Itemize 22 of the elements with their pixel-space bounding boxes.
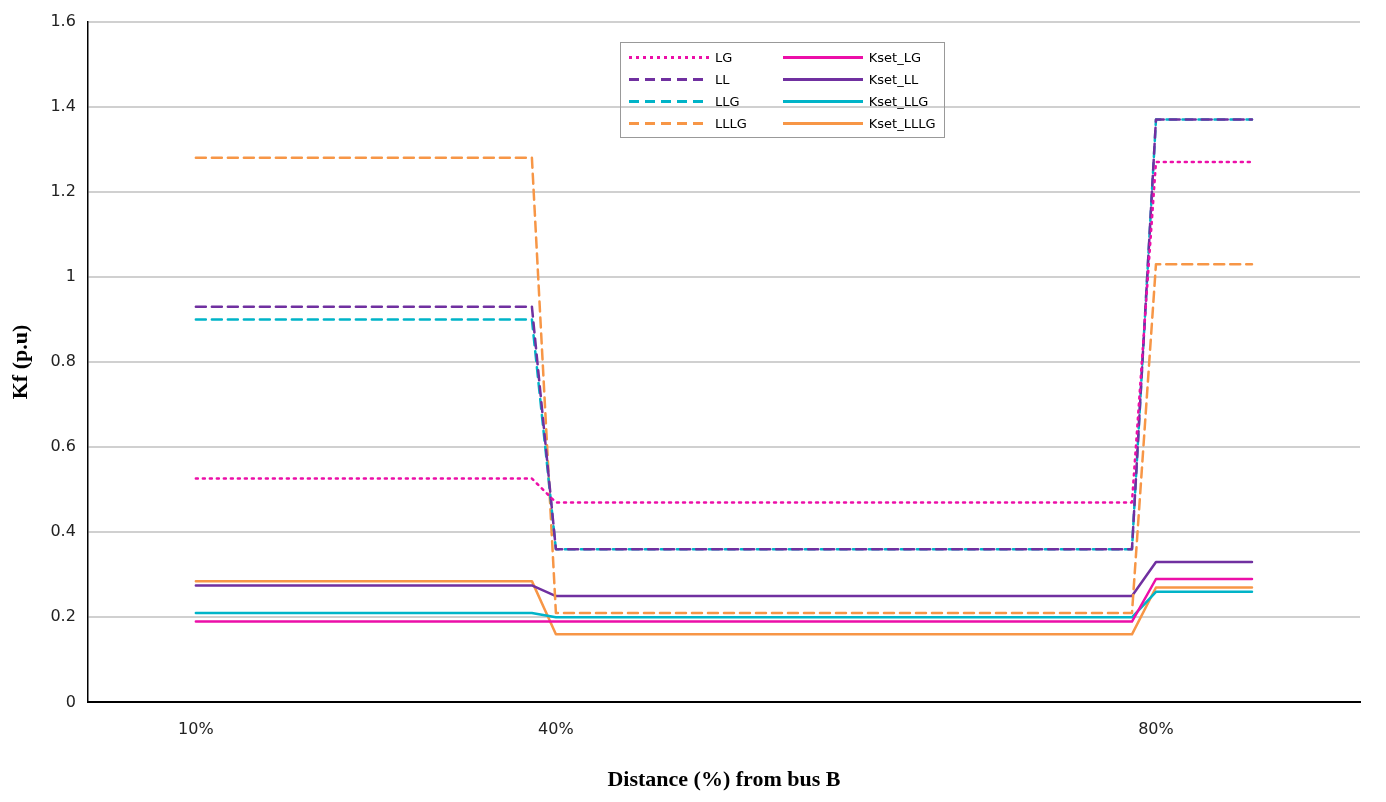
y-tick-label: 1.2 [50, 180, 76, 200]
x-axis-title: Distance (%) from bus B [607, 766, 841, 792]
x-tick-label: 40% [538, 719, 574, 739]
legend-label: Kset_LG [868, 49, 922, 65]
y-tick-label: 0 [65, 691, 76, 711]
legend-label: LG [715, 49, 733, 65]
legend-label: Kset_LLG [868, 93, 929, 109]
y-tick-label: 1 [65, 266, 76, 286]
legend-label: LL [715, 71, 730, 87]
legend-label: Kset_LL [868, 71, 919, 87]
legend-label: Kset_LLLG [868, 115, 936, 131]
x-tick-label: 10% [178, 719, 214, 739]
y-tick-label: 0.4 [50, 521, 76, 541]
y-tick-label: 0.8 [50, 351, 76, 371]
y-tick-label: 1.4 [50, 95, 76, 115]
y-tick-label: 1.6 [50, 10, 76, 30]
legend-label: LLLG [715, 115, 747, 131]
y-tick-label: 0.6 [50, 436, 76, 456]
legend-label: LLG [715, 93, 740, 109]
y-tick-label: 0.2 [50, 606, 76, 626]
x-tick-label: 80% [1138, 719, 1174, 739]
y-axis-title: Kf (p.u) [6, 324, 32, 400]
